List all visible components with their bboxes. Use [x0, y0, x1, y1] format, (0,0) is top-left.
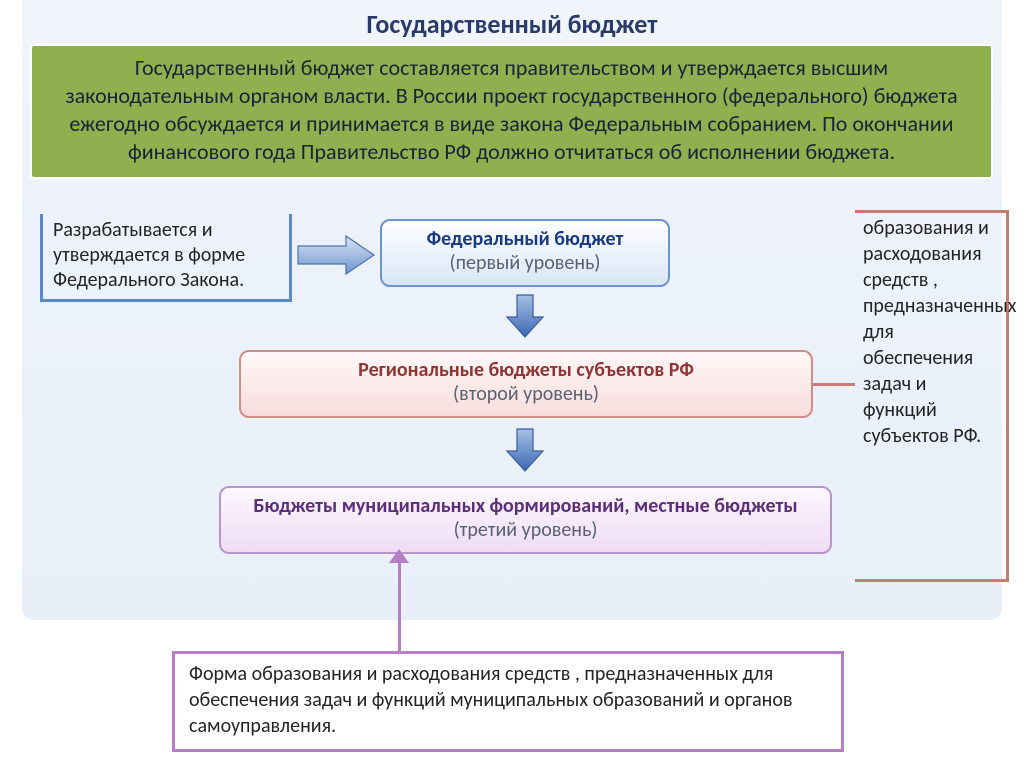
arrow-right-icon: [296, 234, 376, 276]
level-3-box: Бюджеты муниципальных формирований, мест…: [219, 486, 832, 554]
connector-bottom-arrowhead-icon: [389, 549, 409, 563]
left-note: Разрабатывается и утверждается в форме Ф…: [40, 214, 292, 302]
level-1-title: Федеральный бюджет: [402, 227, 648, 251]
connector-bottom-v: [398, 558, 401, 651]
connector-right: [813, 383, 855, 386]
level-1-subtitle: (первый уровень): [402, 251, 648, 275]
right-note: образования и расходования средств , пре…: [855, 210, 1009, 582]
arrow-down-1-icon: [505, 293, 545, 339]
description-box: Государственный бюджет составляется прав…: [30, 44, 993, 179]
level-1-box: Федеральный бюджет (первый уровень): [380, 219, 670, 287]
level-2-box: Региональные бюджеты субъектов РФ (второ…: [239, 350, 813, 418]
page-title: Государственный бюджет: [0, 8, 1024, 40]
level-2-subtitle: (второй уровень): [261, 382, 791, 406]
level-3-subtitle: (третий уровень): [454, 518, 598, 542]
bottom-note: Форма образования и расходования средств…: [172, 651, 844, 752]
arrow-down-2-icon: [505, 427, 545, 473]
level-3-title: Бюджеты муниципальных формирований, мест…: [253, 494, 797, 518]
level-2-title: Региональные бюджеты субъектов РФ: [261, 358, 791, 382]
